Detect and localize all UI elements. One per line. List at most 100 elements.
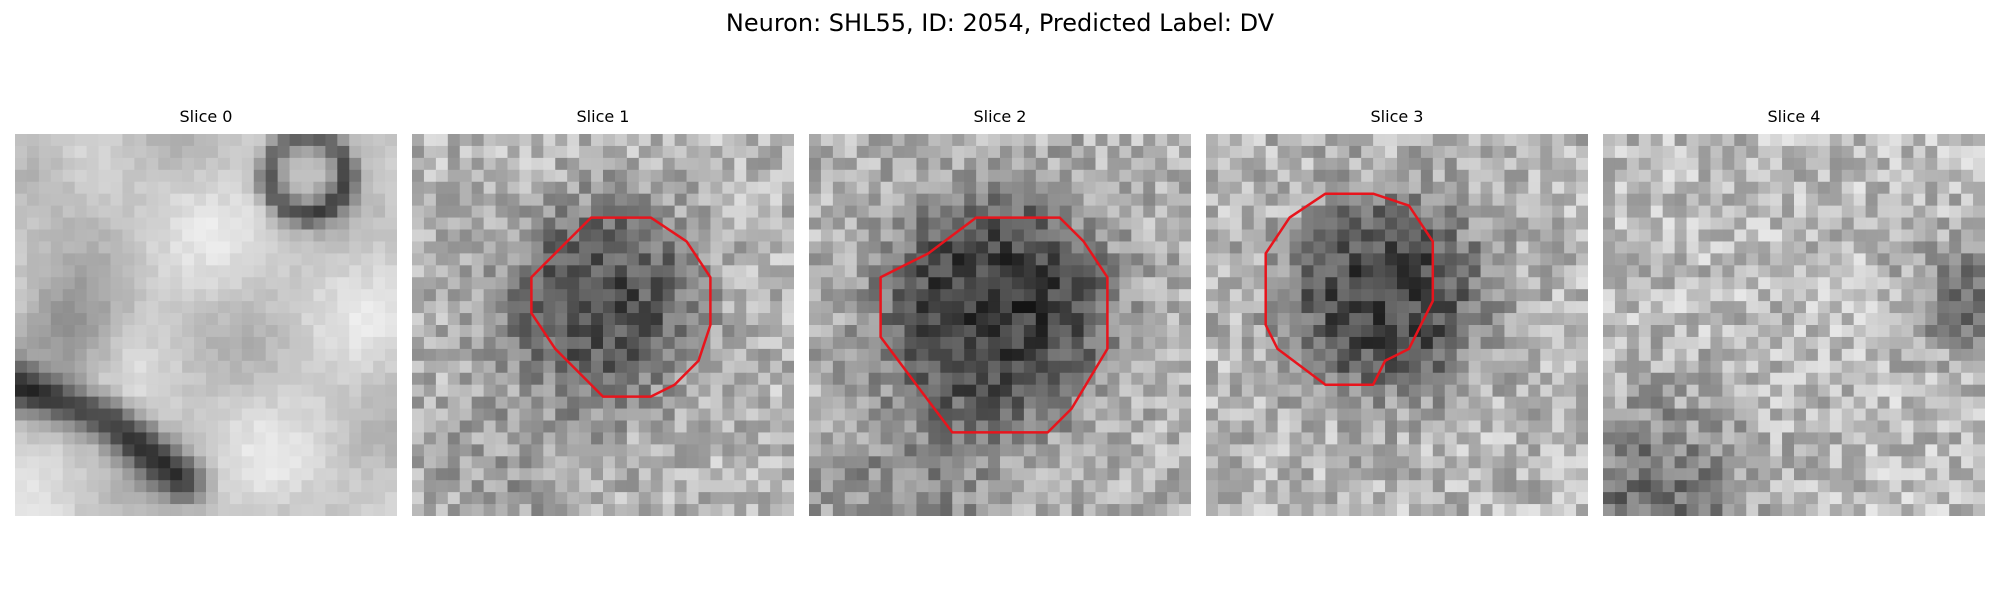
image-pixel [1480, 372, 1493, 386]
image-pixel [1603, 289, 1616, 302]
image-pixel [1000, 193, 1013, 207]
image-pixel [1179, 396, 1191, 409]
image-pixel [1576, 301, 1588, 314]
image-pixel [361, 432, 374, 445]
image-pixel [1301, 325, 1314, 338]
image-pixel [1794, 265, 1807, 278]
image-pixel [746, 277, 759, 290]
image-pixel [206, 432, 219, 445]
image-pixel [1289, 348, 1302, 362]
image-pixel [1782, 384, 1795, 398]
image-pixel [122, 193, 135, 207]
image-pixel [1301, 181, 1314, 195]
image-pixel [567, 181, 580, 195]
panel-slice-4: Slice 4 [1603, 106, 1985, 516]
image-pixel [770, 396, 783, 409]
image-pixel [289, 301, 302, 314]
image-pixel [373, 492, 386, 505]
image-pixel [495, 384, 508, 398]
image-pixel [1564, 420, 1577, 433]
image-pixel [289, 360, 302, 374]
image-pixel [928, 444, 941, 457]
image-pixel [952, 289, 965, 302]
image-pixel [206, 253, 219, 266]
image-pixel [1083, 205, 1096, 218]
image-pixel [1937, 169, 1950, 183]
image-pixel [301, 181, 314, 195]
image-pixel [1889, 348, 1902, 362]
image-pixel [435, 480, 449, 493]
image-pixel [1564, 134, 1577, 147]
image-pixel [1253, 396, 1267, 409]
image-pixel [1397, 205, 1410, 218]
image-pixel [301, 396, 314, 409]
image-pixel [1674, 360, 1687, 374]
image-pixel [1179, 169, 1191, 183]
image-pixel [1710, 289, 1723, 302]
image-pixel [277, 265, 290, 278]
image-pixel [1301, 468, 1314, 481]
image-pixel [277, 289, 290, 302]
image-pixel [638, 456, 652, 469]
image-pixel [904, 265, 917, 278]
image-pixel [373, 205, 386, 218]
image-pixel [86, 348, 99, 362]
image-pixel [1361, 169, 1374, 183]
image-pixel [868, 408, 882, 421]
image-pixel [50, 408, 64, 421]
image-pixel [1722, 348, 1735, 362]
image-pixel [1229, 504, 1243, 516]
image-pixel [1289, 145, 1302, 159]
image-pixel [447, 193, 461, 207]
image-pixel [1468, 336, 1481, 350]
image-pixel [1841, 193, 1855, 207]
image-pixel [459, 289, 473, 302]
image-pixel [507, 277, 520, 290]
image-pixel [940, 181, 953, 195]
image-pixel [1456, 313, 1470, 326]
image-pixel [1650, 193, 1664, 207]
image-pixel [650, 181, 664, 195]
image-pixel [820, 396, 834, 409]
image-pixel [1937, 265, 1950, 278]
image-pixel [1576, 325, 1588, 338]
image-pixel [194, 169, 207, 183]
image-pixel [1480, 456, 1493, 469]
image-pixel [734, 157, 747, 171]
image-pixel [746, 289, 759, 302]
image-pixel [1504, 265, 1517, 278]
image-pixel [1913, 205, 1926, 218]
image-pixel [650, 289, 664, 302]
image-pixel [1758, 336, 1771, 350]
image-pixel [1206, 313, 1219, 326]
image-pixel [182, 384, 195, 398]
image-pixel [1071, 193, 1084, 207]
image-pixel [1576, 313, 1588, 326]
image-pixel [265, 336, 279, 350]
image-pixel [98, 145, 111, 159]
image-pixel [976, 336, 989, 350]
image-pixel [483, 229, 496, 242]
image-pixel [746, 217, 759, 230]
image-pixel [301, 253, 314, 266]
image-pixel [1179, 313, 1191, 326]
image-pixel [809, 348, 822, 362]
image-pixel [1119, 313, 1132, 326]
image-pixel [1662, 181, 1676, 195]
image-pixel [229, 468, 243, 481]
image-pixel [194, 432, 207, 445]
image-pixel [1253, 420, 1267, 433]
image-pixel [158, 277, 171, 290]
image-pixel [1011, 432, 1025, 445]
image-pixel [1325, 336, 1338, 350]
image-pixel [1794, 336, 1807, 350]
image-pixel [1626, 325, 1640, 338]
image-pixel [1603, 229, 1616, 242]
image-pixel [1492, 241, 1505, 254]
image-pixel [1528, 348, 1541, 362]
image-pixel [758, 432, 771, 445]
image-pixel [1564, 145, 1577, 159]
image-pixel [1710, 396, 1723, 409]
image-pixel [1734, 134, 1747, 147]
image-pixel [892, 169, 905, 183]
